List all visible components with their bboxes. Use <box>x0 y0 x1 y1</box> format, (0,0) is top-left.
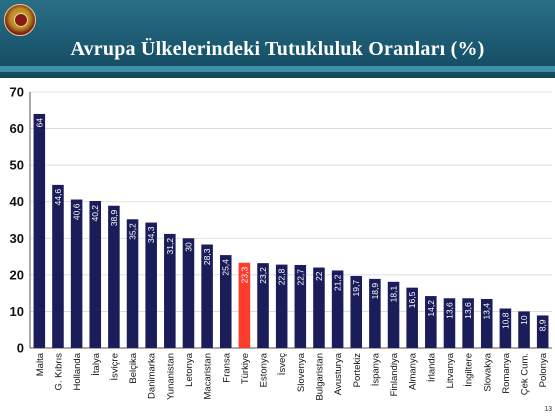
x-tick-label: Türkiye <box>240 353 251 384</box>
y-tick-label: 70 <box>10 85 24 100</box>
x-tick-label: İngiltere <box>464 353 475 387</box>
data-label: 16,5 <box>407 291 417 308</box>
y-tick-label: 60 <box>10 121 24 136</box>
data-label: 19,7 <box>351 280 361 297</box>
bar <box>350 275 363 348</box>
data-label: 8,9 <box>538 319 548 331</box>
page-title: Avrupa Ülkelerindeki Tutukluluk Oranları… <box>70 38 485 60</box>
x-tick-label: Macaristan <box>203 353 214 399</box>
x-tick-label: Portekiz <box>352 353 363 388</box>
data-label: 13,6 <box>444 302 454 319</box>
bar <box>499 308 512 348</box>
y-tick-label: 10 <box>10 304 24 319</box>
bar <box>331 270 344 348</box>
bar <box>257 263 269 348</box>
x-tick-label: Finlandiya <box>389 352 400 396</box>
bar <box>369 278 381 348</box>
data-label: 18,9 <box>370 283 380 300</box>
bar <box>70 199 83 348</box>
x-tick-label: İspanya <box>370 352 381 386</box>
x-tick-label: İrlanda <box>426 352 437 382</box>
bar <box>89 200 102 348</box>
x-tick-label: Çek Cum. <box>520 353 531 395</box>
x-tick-label: Slovakya <box>482 352 493 391</box>
data-label: 31,2 <box>165 238 175 255</box>
x-tick-label: Slovenya <box>296 352 307 392</box>
y-tick-label: 0 <box>17 341 24 356</box>
y-tick-label: 40 <box>10 194 24 209</box>
data-label: 22,7 <box>295 269 305 286</box>
data-label: 14,2 <box>426 300 436 317</box>
bar <box>238 262 251 348</box>
x-tick-label: Avusturya <box>333 352 344 395</box>
header-stripe <box>0 66 555 72</box>
data-label: 30 <box>183 242 193 252</box>
data-label: 13,4 <box>482 303 492 320</box>
bar <box>164 233 176 348</box>
data-label: 64 <box>34 118 44 128</box>
institution-logo <box>4 4 36 36</box>
x-tick-label: Bulgaristan <box>314 353 325 401</box>
data-label: 21,2 <box>333 274 343 291</box>
data-label: 25,4 <box>221 259 231 276</box>
x-tick-label: G. Kıbrıs <box>53 353 64 391</box>
bar <box>201 244 213 348</box>
bar <box>387 281 400 348</box>
data-label: 10,8 <box>500 312 510 329</box>
data-label: 35,2 <box>128 223 138 240</box>
x-tick-label: Danimarka <box>147 352 158 399</box>
data-label: 22 <box>314 271 324 281</box>
data-label: 23,3 <box>239 267 249 284</box>
x-tick-label: Letonya <box>184 352 195 387</box>
bar <box>313 267 325 348</box>
data-label: 44,6 <box>53 189 63 206</box>
bar <box>462 298 474 348</box>
data-label: 10 <box>519 315 529 325</box>
bar <box>425 296 437 348</box>
x-tick-label: Belçika <box>128 352 139 383</box>
data-label: 40,2 <box>90 205 100 222</box>
data-label: 40,6 <box>72 203 82 220</box>
y-tick-label: 20 <box>10 267 24 282</box>
bar <box>126 219 139 348</box>
data-label: 13,6 <box>463 302 473 319</box>
bar <box>275 264 288 348</box>
x-tick-label: Litvanya <box>445 352 456 388</box>
bar <box>219 255 232 348</box>
x-tick-label: Yunanistan <box>165 353 176 400</box>
data-label: 34,3 <box>146 226 156 243</box>
y-tick-label: 50 <box>10 158 24 173</box>
data-label: 23,2 <box>258 267 268 284</box>
slide-header: Avrupa Ülkelerindeki Tutukluluk Oranları… <box>0 0 555 78</box>
y-tick-label: 30 <box>10 231 24 246</box>
bar <box>294 264 307 348</box>
bar <box>406 287 418 348</box>
bar <box>536 315 549 348</box>
x-tick-label: Hollanda <box>72 352 83 390</box>
bar <box>443 298 456 348</box>
x-tick-label: İsveç <box>277 353 288 375</box>
x-tick-label: Estonya <box>259 352 270 387</box>
x-tick-label: İsviçre <box>109 353 120 380</box>
data-label: 38,9 <box>109 209 119 226</box>
bar <box>52 184 64 348</box>
data-label: 18,1 <box>389 286 399 303</box>
data-label: 22,8 <box>277 268 287 285</box>
x-tick-label: Polonya <box>538 352 549 387</box>
x-tick-label: Fransa <box>221 352 232 382</box>
x-tick-label: Malta <box>35 352 46 376</box>
page-number: 13 <box>544 406 552 413</box>
bar <box>182 238 195 348</box>
bar <box>33 113 46 348</box>
data-label: 28,3 <box>202 248 212 265</box>
bar <box>480 298 493 348</box>
bar <box>145 222 157 348</box>
x-tick-label: İtalya <box>91 352 102 375</box>
x-tick-label: Romanya <box>501 352 512 393</box>
bar <box>518 311 530 348</box>
bar <box>108 205 120 348</box>
x-tick-label: Almanya <box>408 352 419 390</box>
